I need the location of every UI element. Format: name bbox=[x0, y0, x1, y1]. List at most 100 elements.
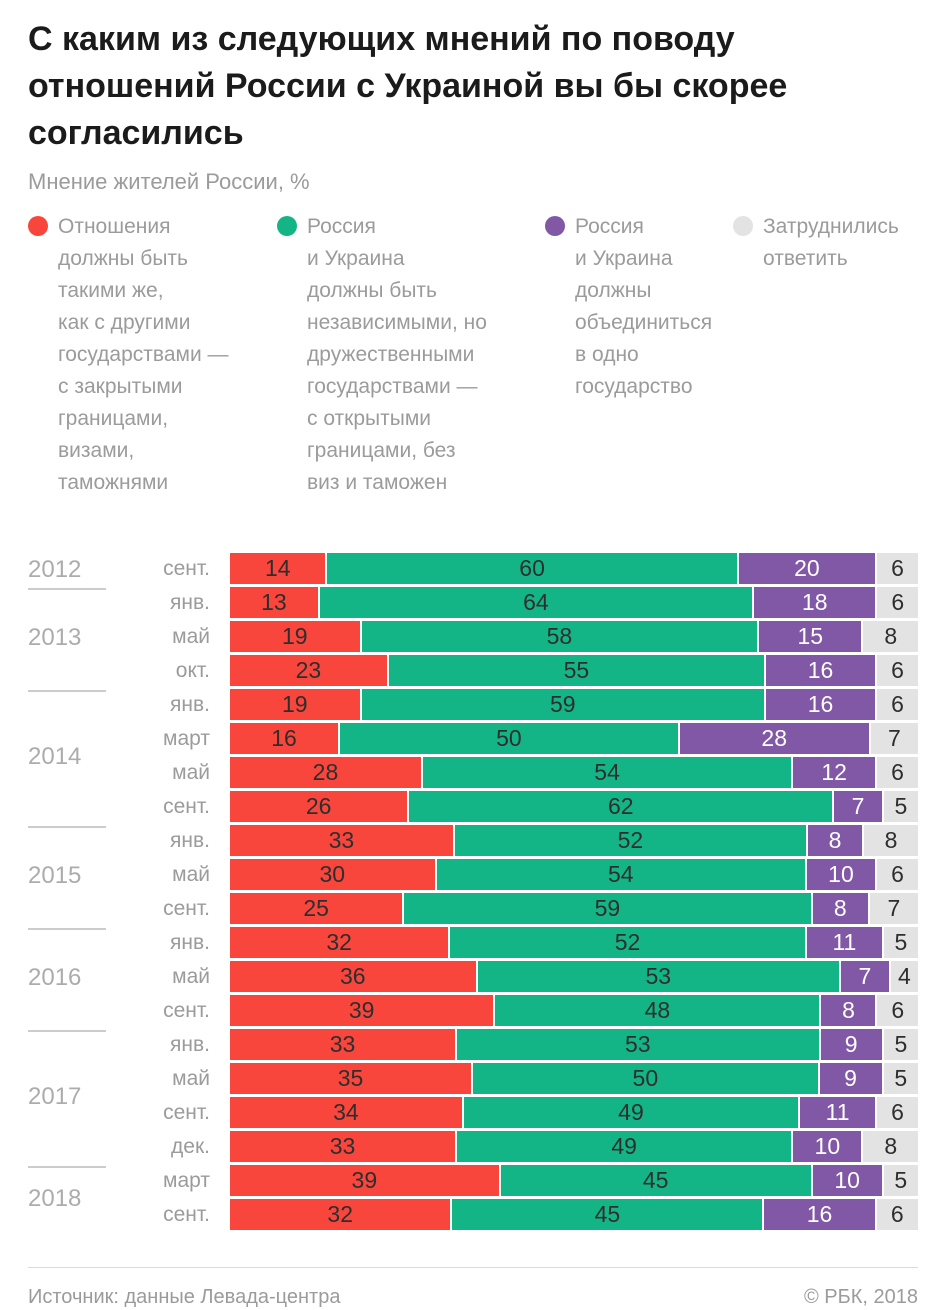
year-column: 2018 bbox=[28, 1165, 128, 1233]
chart-row: янв. 33 52 8 8 bbox=[128, 825, 918, 856]
month-label: март bbox=[163, 1168, 210, 1192]
group-rows: янв. 13 64 18 6 май 19 58 15 8 окт. 23 55 16 6 bbox=[128, 587, 918, 689]
bar-segment-undecided: 4 bbox=[890, 961, 918, 992]
bar-value: 7 bbox=[858, 963, 872, 989]
chart-subtitle: Мнение жителей России, % bbox=[28, 169, 310, 194]
bar-value: 39 bbox=[351, 1167, 378, 1193]
chart-row: май 35 50 9 5 bbox=[128, 1063, 918, 1094]
bar-segment-same-as-other-states: 25 bbox=[230, 893, 403, 924]
legend-label: Отношения должны быть такими же, как с д… bbox=[58, 215, 229, 494]
bar-value: 10 bbox=[814, 1133, 841, 1159]
bar-segment-unite-one-state: 15 bbox=[759, 621, 862, 652]
bar-segment-independent-friendly: 54 bbox=[436, 859, 805, 890]
bar-track: 26 62 7 5 bbox=[230, 791, 918, 822]
bar-value: 6 bbox=[891, 555, 904, 581]
bar-value: 8 bbox=[884, 1133, 898, 1159]
group-rows: янв. 32 52 11 5 май 36 53 7 4 сент. 39 48 8 6 bbox=[128, 927, 918, 1029]
bar-segment-undecided: 8 bbox=[863, 825, 918, 856]
bar-value: 15 bbox=[797, 623, 824, 649]
bar-track: 34 49 11 6 bbox=[230, 1097, 918, 1128]
chart-row: сент. 32 45 16 6 bbox=[128, 1199, 918, 1230]
year-group: 2013 янв. 13 64 18 6 май 19 58 15 8 окт. 23 55 16 6 bbox=[28, 587, 918, 692]
year-label: 2018 bbox=[28, 1185, 82, 1212]
month-label: сент. bbox=[163, 998, 210, 1022]
bar-segment-unite-one-state: 16 bbox=[764, 1199, 875, 1230]
bar-value: 6 bbox=[891, 759, 904, 785]
bar-segment-undecided: 8 bbox=[863, 621, 918, 652]
bar-track: 32 52 11 5 bbox=[230, 927, 918, 958]
month-label: май bbox=[172, 964, 210, 988]
bar-value: 53 bbox=[624, 1031, 651, 1057]
bar-segment-unite-one-state: 7 bbox=[834, 791, 882, 822]
bar-segment-independent-friendly: 64 bbox=[319, 587, 752, 618]
year-label: 2017 bbox=[28, 1083, 82, 1110]
bar-segment-undecided: 5 bbox=[883, 791, 918, 822]
month-label: май bbox=[172, 624, 210, 648]
bar-segment-unite-one-state: 9 bbox=[820, 1029, 882, 1060]
month-label: янв. bbox=[170, 590, 210, 614]
bar-segment-unite-one-state: 10 bbox=[812, 1165, 882, 1196]
year-column: 2012 bbox=[28, 553, 128, 590]
bar-value: 5 bbox=[894, 793, 908, 819]
bar-segment-undecided: 5 bbox=[883, 927, 918, 958]
bar-value: 6 bbox=[890, 1201, 904, 1227]
year-column: 2017 bbox=[28, 1029, 128, 1168]
bar-value: 49 bbox=[611, 1133, 637, 1159]
bar-value: 33 bbox=[329, 1133, 356, 1159]
bar-segment-independent-friendly: 54 bbox=[422, 757, 792, 788]
bar-value: 48 bbox=[644, 997, 671, 1023]
legend-dot-icon bbox=[733, 216, 753, 236]
chart-row: сент. 26 62 7 5 bbox=[128, 791, 918, 822]
group-rows: янв. 33 52 8 8 май 30 54 10 6 сент. 25 59 8 7 bbox=[128, 825, 918, 927]
chart-row: окт. 23 55 16 6 bbox=[128, 655, 918, 686]
bar-track: 33 49 10 8 bbox=[230, 1131, 919, 1162]
month-label: сент. bbox=[163, 1100, 210, 1124]
bar-segment-undecided: 6 bbox=[877, 655, 918, 686]
bar-track: 23 55 16 6 bbox=[230, 655, 918, 686]
chart-row: сент. 34 49 11 6 bbox=[128, 1097, 918, 1128]
bar-segment-same-as-other-states: 23 bbox=[230, 655, 387, 686]
legend-item: Затруднились ответить bbox=[733, 211, 918, 499]
chart-row: сент. 14 60 20 6 bbox=[128, 553, 919, 584]
bar-segment-unite-one-state: 12 bbox=[793, 757, 876, 788]
bar-segment-unite-one-state: 11 bbox=[800, 1097, 876, 1128]
chart-row: март 16 50 28 7 bbox=[128, 723, 918, 754]
bar-value: 10 bbox=[828, 861, 854, 887]
bar-value: 8 bbox=[884, 827, 898, 853]
bar-track: 25 59 8 7 bbox=[230, 893, 918, 924]
bar-value: 33 bbox=[329, 1031, 356, 1057]
copyright-label: © РБК, 2018 bbox=[803, 1286, 918, 1308]
bar-value: 36 bbox=[339, 963, 366, 989]
bar-segment-independent-friendly: 52 bbox=[450, 927, 805, 958]
bar-value: 9 bbox=[844, 1031, 858, 1057]
legend-item: Отношения должны быть такими же, как с д… bbox=[28, 211, 277, 499]
bar-segment-same-as-other-states: 39 bbox=[230, 995, 494, 1026]
bar-segment-independent-friendly: 59 bbox=[361, 689, 764, 720]
year-group: 2018 март 39 45 10 5 сент. 32 45 16 6 bbox=[28, 1165, 918, 1233]
bar-value: 52 bbox=[614, 929, 641, 955]
bar-value: 16 bbox=[271, 725, 297, 751]
bar-track: 36 53 7 4 bbox=[230, 961, 918, 992]
bar-value: 35 bbox=[337, 1065, 364, 1091]
chart-row: янв. 33 53 9 5 bbox=[128, 1029, 918, 1060]
bar-track: 16 50 28 7 bbox=[230, 723, 918, 754]
bar-value: 50 bbox=[496, 725, 522, 751]
bar-value: 16 bbox=[806, 1201, 833, 1227]
bar-segment-independent-friendly: 60 bbox=[327, 553, 737, 584]
year-group: 2017 янв. 33 53 9 5 май 35 50 9 5 сент. 34 49 11 6 дек. 3… bbox=[28, 1029, 919, 1168]
bar-value: 5 bbox=[894, 929, 908, 955]
bar-value: 59 bbox=[549, 691, 576, 717]
legend-label: Россия и Украина должны быть независимым… bbox=[307, 215, 487, 494]
legend-item: Россия и Украина должны быть независимым… bbox=[277, 211, 545, 499]
bar-segment-undecided: 6 bbox=[876, 1199, 918, 1230]
source-label: Источник: данные Левада-центра bbox=[28, 1286, 341, 1308]
chart-row: март 39 45 10 5 bbox=[128, 1165, 918, 1196]
bar-value: 34 bbox=[333, 1099, 359, 1125]
bar-value: 5 bbox=[894, 1065, 908, 1091]
legend-dot-icon bbox=[545, 216, 565, 236]
bar-value: 54 bbox=[607, 861, 634, 887]
bar-value: 12 bbox=[821, 759, 847, 785]
bar-segment-unite-one-state: 11 bbox=[806, 927, 882, 958]
bar-value: 18 bbox=[801, 589, 828, 615]
bar-value: 45 bbox=[642, 1167, 669, 1193]
